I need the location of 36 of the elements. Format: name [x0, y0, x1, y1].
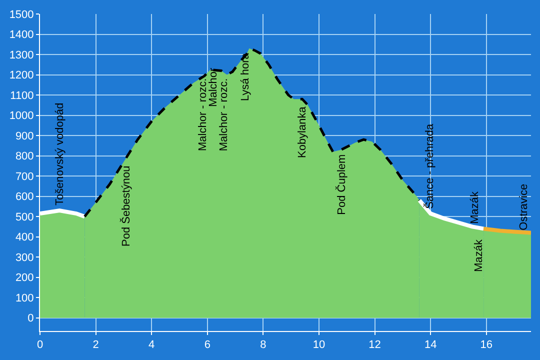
y-tick-label: 900 — [15, 130, 34, 142]
x-tick-label: 12 — [368, 339, 381, 352]
annotation: Kobylanka — [296, 106, 308, 158]
y-tick-label: 0 — [28, 312, 34, 325]
x-tick-label: 14 — [424, 339, 437, 352]
y-tick-label: 800 — [15, 150, 34, 163]
x-tick-label: 4 — [148, 339, 155, 352]
annotation: Pod Čuplem — [335, 154, 348, 215]
x-tick-label: 0 — [36, 339, 44, 352]
annotation: Malchor — [208, 67, 220, 107]
annotation: Mazák — [473, 238, 486, 272]
y-tick-label: 700 — [15, 170, 34, 183]
y-tick-label: 300 — [15, 252, 34, 264]
y-tick-label: 1200 — [9, 70, 34, 82]
annotation: Malchor - rozc. — [197, 78, 210, 151]
annotation: Mazák — [469, 191, 482, 224]
y-tick-label: 200 — [15, 272, 34, 284]
y-tick-label: 1400 — [9, 29, 34, 42]
y-tick-label: 600 — [15, 191, 34, 204]
y-tick-label: 1100 — [10, 90, 34, 102]
y-tick-label: 1300 — [9, 49, 34, 62]
y-tick-label: 1500 — [9, 8, 34, 21]
annotation: Ostravice — [518, 184, 530, 230]
y-tick-label: 500 — [15, 211, 34, 224]
x-tick-label: 2 — [92, 339, 99, 352]
y-tick-label: 1000 — [9, 110, 34, 122]
annotation: Malchor - rozc. — [218, 78, 230, 152]
y-tick-label: 400 — [15, 232, 34, 244]
annotation: Pod Šebestýnou — [119, 166, 132, 247]
x-tick-label: 6 — [204, 339, 210, 352]
annotation: Šance - přehrada — [422, 123, 436, 209]
x-tick-label: 8 — [260, 339, 266, 352]
x-tick-label: 10 — [312, 339, 326, 352]
x-tick-label: 16 — [480, 339, 492, 352]
annotation: Tošenovský vodopád — [54, 102, 66, 206]
y-tick-label: 100 — [15, 292, 34, 304]
